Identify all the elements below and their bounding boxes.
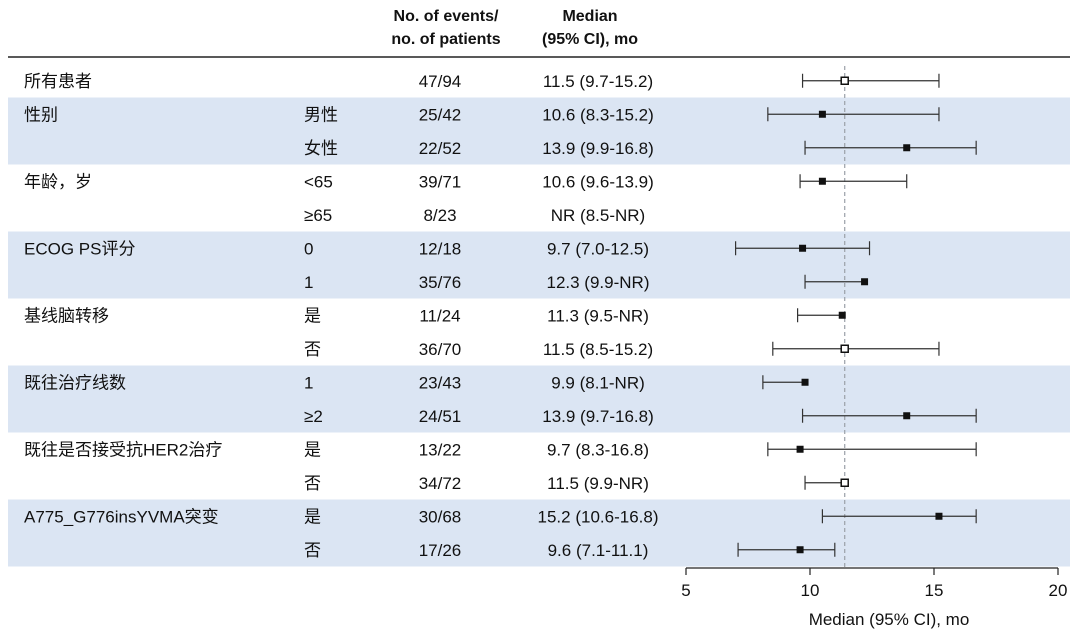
group-label: ECOG PS评分 — [24, 239, 135, 258]
events-cell: 24/51 — [419, 407, 462, 426]
x-tick-label: 20 — [1049, 581, 1068, 600]
median-cell: 9.7 (7.0-12.5) — [547, 239, 649, 258]
point-marker — [818, 110, 826, 118]
group-label: 既往是否接受抗HER2治疗 — [24, 440, 222, 459]
events-cell: 39/71 — [419, 172, 462, 191]
median-cell: 9.7 (8.3-16.8) — [547, 440, 649, 459]
point-marker — [796, 546, 804, 554]
table-rows: 所有患者 47/94 11.5 (9.7-15.2) 性别 男性 25/42 10.6 (8… — [24, 72, 977, 560]
point-marker — [796, 445, 804, 453]
subgroup-label: <65 — [304, 172, 333, 191]
median-cell: 11.5 (8.5-15.2) — [543, 340, 653, 359]
events-cell: 34/72 — [419, 474, 462, 493]
subgroup-label: 是 — [304, 440, 321, 459]
header-median-line1: Median — [562, 8, 617, 25]
group-label: 所有患者 — [24, 72, 92, 91]
band-1 — [8, 97, 1070, 165]
point-marker — [838, 311, 846, 319]
median-cell: 11.5 (9.7-15.2) — [543, 72, 653, 91]
subgroup-label: 否 — [304, 541, 321, 560]
x-tick-label: 15 — [925, 581, 944, 600]
subgroup-label: 男性 — [304, 105, 338, 124]
subgroup-label: 是 — [304, 306, 321, 325]
events-cell: 12/18 — [419, 239, 462, 258]
events-cell: 23/43 — [419, 373, 462, 392]
x-tick-label: 10 — [801, 581, 820, 600]
median-cell: 9.6 (7.1-11.1) — [548, 541, 649, 560]
events-cell: 47/94 — [419, 72, 462, 91]
x-axis: 5 10 15 20 Median (95% CI), mo — [681, 567, 1068, 629]
group-label: A775_G776insYVMA突变 — [24, 507, 219, 526]
subgroup-label: 1 — [304, 273, 313, 292]
events-cell: 36/70 — [419, 340, 462, 359]
band-7 — [8, 499, 1070, 567]
x-tick-label: 5 — [681, 581, 690, 600]
band-3 — [8, 231, 1070, 299]
subgroup-label: 女性 — [304, 139, 338, 158]
subgroup-label: 是 — [304, 507, 321, 526]
point-marker — [818, 177, 826, 185]
subgroup-label: 否 — [304, 474, 321, 493]
header-events-line1: No. of events/ — [394, 8, 499, 25]
median-cell: 10.6 (8.3-15.2) — [542, 105, 654, 124]
point-marker — [861, 278, 869, 286]
subgroup-label: 1 — [304, 373, 313, 392]
header-median-line2: (95% CI), mo — [542, 31, 638, 48]
median-cell: 11.3 (9.5-NR) — [547, 306, 649, 325]
point-marker — [801, 378, 809, 386]
point-marker-open — [840, 478, 849, 487]
median-cell: 15.2 (10.6-16.8) — [538, 507, 659, 526]
point-marker-open — [840, 344, 849, 353]
median-cell: 12.3 (9.9-NR) — [547, 273, 650, 292]
group-label: 年龄，岁 — [24, 172, 92, 191]
events-cell: 22/52 — [419, 139, 462, 158]
group-label: 性别 — [24, 105, 58, 124]
point-marker-open — [840, 76, 849, 85]
events-cell: 13/22 — [419, 440, 462, 459]
point-marker — [903, 144, 911, 152]
events-cell: 30/68 — [419, 507, 462, 526]
group-label: 基线脑转移 — [24, 306, 109, 325]
median-cell: NR (8.5-NR) — [551, 206, 645, 225]
median-cell: 11.5 (9.9-NR) — [547, 474, 649, 493]
x-axis-label: Median (95% CI), mo — [809, 610, 970, 629]
point-marker — [903, 412, 911, 420]
median-cell: 10.6 (9.6-13.9) — [542, 172, 654, 191]
median-cell: 13.9 (9.9-16.8) — [542, 139, 654, 158]
subgroup-label: ≥2 — [304, 407, 323, 426]
events-cell: 11/24 — [419, 306, 460, 325]
point-marker — [799, 244, 807, 252]
group-label: 既往治疗线数 — [24, 373, 126, 392]
subgroup-label: 0 — [304, 239, 313, 258]
band-5 — [8, 365, 1070, 433]
subgroup-label: 否 — [304, 340, 321, 359]
events-cell: 17/26 — [419, 541, 462, 560]
median-cell: 13.9 (9.7-16.8) — [542, 407, 654, 426]
events-cell: 8/23 — [423, 206, 456, 225]
events-cell: 25/42 — [419, 105, 462, 124]
point-marker — [935, 512, 943, 520]
header-events-line2: no. of patients — [391, 31, 500, 48]
median-cell: 9.9 (8.1-NR) — [551, 373, 645, 392]
events-cell: 35/76 — [419, 273, 462, 292]
row-bands — [8, 97, 1070, 567]
subgroup-label: ≥65 — [304, 206, 332, 225]
